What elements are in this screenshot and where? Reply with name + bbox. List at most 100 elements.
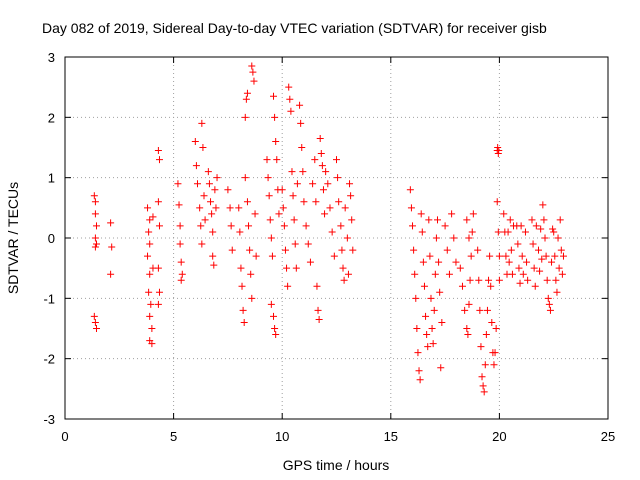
data-point: [344, 270, 352, 278]
y-axis-label: SDTVAR / TECUs: [5, 182, 21, 294]
data-point: [425, 216, 433, 224]
data-point: [209, 228, 217, 236]
data-point: [531, 282, 539, 290]
data-point: [495, 276, 503, 284]
data-point: [315, 315, 323, 323]
data-point: [461, 306, 469, 314]
data-point: [267, 300, 275, 308]
data-point: [556, 216, 564, 224]
data-point: [467, 252, 475, 260]
data-point: [413, 325, 421, 332]
y-tick-label: 0: [48, 231, 55, 246]
data-point: [272, 331, 280, 339]
data-point: [464, 331, 472, 339]
data-point: [427, 294, 435, 302]
data-point: [551, 252, 559, 260]
data-point: [248, 294, 256, 302]
data-point: [208, 210, 216, 218]
data-point: [349, 246, 357, 254]
data-point: [482, 331, 490, 339]
data-point: [436, 288, 444, 296]
data-point: [242, 95, 250, 103]
data-point: [238, 282, 246, 290]
data-point: [241, 174, 249, 182]
data-point: [265, 192, 273, 200]
data-point: [239, 306, 247, 314]
data-point: [478, 373, 486, 381]
data-point: [341, 204, 349, 212]
data-point: [252, 252, 260, 260]
data-point: [348, 216, 356, 224]
data-point: [428, 325, 436, 332]
data-point: [441, 222, 449, 230]
data-point: [300, 198, 308, 206]
data-point: [264, 174, 272, 182]
data-point: [476, 306, 484, 314]
data-point: [209, 252, 217, 260]
data-point: [245, 222, 253, 230]
data-point: [197, 222, 205, 230]
data-point: [346, 180, 354, 188]
data-point: [490, 361, 498, 369]
data-point: [523, 258, 531, 266]
data-point: [309, 180, 317, 188]
data-point: [468, 228, 476, 236]
data-point: [271, 113, 279, 121]
data-point: [508, 270, 516, 278]
data-point: [431, 270, 439, 278]
data-point: [286, 95, 294, 103]
data-point: [517, 222, 525, 230]
data-point: [108, 243, 116, 251]
data-point: [155, 156, 163, 164]
data-point: [154, 300, 162, 308]
data-point: [528, 216, 536, 224]
data-point: [227, 222, 235, 230]
data-point: [306, 258, 314, 266]
data-point: [241, 113, 249, 121]
data-point: [91, 198, 99, 206]
data-point: [530, 264, 538, 272]
data-point: [288, 168, 296, 176]
data-point: [546, 306, 554, 314]
data-point: [545, 300, 553, 308]
data-point: [415, 367, 423, 375]
data-point: [502, 252, 510, 260]
data-point: [521, 228, 529, 236]
data-point: [339, 264, 347, 272]
data-point: [302, 222, 310, 230]
data-point: [552, 276, 560, 284]
data-point: [281, 246, 289, 254]
data-point: [555, 264, 563, 272]
data-point: [466, 276, 474, 284]
data-point: [549, 225, 557, 233]
data-point: [224, 186, 232, 194]
data-point: [410, 246, 418, 254]
data-point: [475, 276, 483, 284]
data-point: [474, 246, 482, 254]
data-point: [278, 186, 286, 194]
data-point: [273, 156, 281, 164]
data-point: [340, 276, 348, 284]
data-point: [263, 156, 271, 164]
data-point: [267, 234, 275, 242]
data-point: [550, 228, 558, 236]
tick-label-layer: 0 5 10 15 20 25 -3 -2 -1 0 1 2 3: [43, 50, 615, 444]
data-point: [199, 144, 207, 151]
data-point: [211, 186, 219, 194]
data-point: [198, 119, 206, 127]
data-point: [542, 252, 550, 260]
data-point: [430, 306, 438, 314]
data-point: [250, 77, 258, 85]
data-point: [558, 270, 566, 278]
data-point: [445, 270, 453, 278]
data-point: [192, 162, 200, 170]
data-point: [92, 240, 100, 248]
data-point: [416, 376, 424, 384]
data-point: [538, 255, 546, 263]
data-point: [149, 213, 157, 221]
data-point: [248, 62, 256, 70]
y-tick-label: -2: [43, 352, 55, 367]
data-point: [145, 228, 153, 236]
data-point: [537, 225, 545, 233]
data-point: [200, 192, 208, 200]
